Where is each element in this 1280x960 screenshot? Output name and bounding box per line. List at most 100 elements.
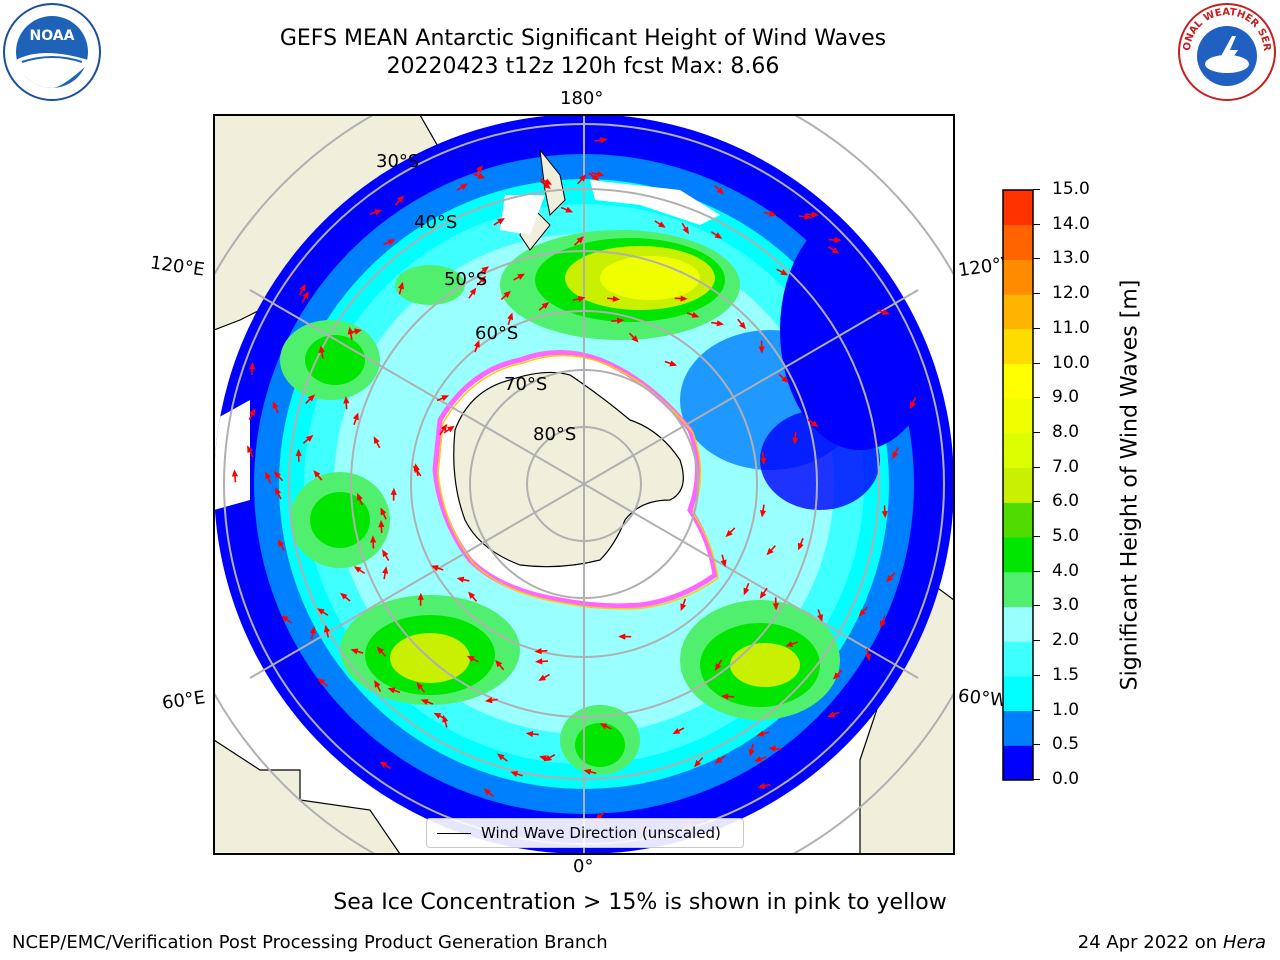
wind-arrow-head bbox=[302, 291, 309, 299]
wind-arrow-head bbox=[865, 653, 872, 662]
wind-arrow-head bbox=[909, 401, 916, 410]
wind-arrow-head bbox=[693, 759, 702, 768]
wind-arrow-head bbox=[768, 745, 776, 752]
wind-arrow-head bbox=[356, 492, 363, 501]
wind-arrow-head bbox=[792, 437, 799, 445]
colorbar-swatch bbox=[1003, 259, 1033, 295]
wind-arrow-head bbox=[442, 714, 449, 723]
wind-arrow-head bbox=[249, 408, 256, 416]
wind-arrow-head bbox=[714, 756, 723, 764]
wind-arrow-head bbox=[827, 711, 835, 718]
wind-arrow-head bbox=[892, 451, 899, 460]
colorbar bbox=[1002, 189, 1034, 781]
lat-label-40s: 40°S bbox=[414, 212, 458, 233]
wind-arrow-head bbox=[756, 730, 765, 737]
colorbar-tick-mark bbox=[1033, 223, 1040, 225]
colorbar-tick-mark bbox=[1033, 293, 1040, 295]
wind-arrow-head bbox=[374, 679, 381, 688]
wind-arrow-head bbox=[599, 723, 608, 730]
wind-arrow-head bbox=[265, 471, 272, 480]
wind-arrow-head bbox=[680, 295, 688, 302]
wind-arrow-head bbox=[543, 754, 552, 762]
wind-arrow-head bbox=[596, 171, 605, 178]
colorbar-tick-mark bbox=[1033, 501, 1040, 503]
colorbar-swatch bbox=[1003, 745, 1033, 781]
colorbar-tick-mark bbox=[1033, 536, 1040, 538]
colorbar-tick-mark bbox=[1033, 189, 1040, 190]
wind-arrow-head bbox=[273, 471, 281, 479]
wind-arrow-head bbox=[313, 470, 321, 478]
wind-arrow-head bbox=[382, 566, 389, 574]
colorbar-tick-mark bbox=[1033, 397, 1040, 399]
colorbar-swatch bbox=[1003, 190, 1033, 226]
wind-arrow-head bbox=[748, 748, 755, 757]
colorbar-swatch bbox=[1003, 641, 1033, 677]
wind-arrow-head bbox=[881, 510, 888, 519]
wind-arrow-head bbox=[612, 295, 621, 302]
wind-arrow-head bbox=[780, 269, 789, 276]
colorbar-swatch bbox=[1003, 294, 1033, 330]
colorbar-tick-label: 12.0 bbox=[1052, 283, 1090, 304]
wind-arrow-head bbox=[476, 165, 483, 173]
colorbar-tick-label: 13.0 bbox=[1052, 248, 1090, 269]
wind-arrow-head bbox=[720, 559, 727, 568]
wind-arrow-head bbox=[477, 172, 486, 179]
wind-arrow-head bbox=[797, 542, 804, 551]
wind-arrow-head bbox=[759, 509, 767, 518]
wind-arrow-head bbox=[339, 592, 348, 600]
colorbar-tick-label: 7.0 bbox=[1052, 456, 1080, 477]
wind-arrow-head bbox=[691, 311, 700, 318]
wind-arrow-head bbox=[387, 239, 396, 246]
wind-arrow-head bbox=[879, 620, 886, 629]
wind-arrow-head bbox=[280, 615, 289, 623]
wind-arrow-head bbox=[583, 768, 592, 775]
wind-arrow-head bbox=[535, 658, 543, 665]
colorbar-tick-label: 2.0 bbox=[1052, 630, 1080, 651]
wind-arrow-head bbox=[350, 648, 359, 655]
colorbar-label: Significant Height of Wind Waves [m] bbox=[1117, 279, 1143, 691]
colorbar-tick-label: 1.5 bbox=[1052, 664, 1080, 685]
wind-arrow-head bbox=[398, 281, 404, 290]
wind-arrow-head bbox=[882, 309, 890, 316]
wind-arrow-head bbox=[758, 346, 765, 354]
wind-arrow-head bbox=[379, 761, 388, 768]
wind-arrow-head bbox=[305, 434, 314, 442]
wind-arrow-head bbox=[858, 609, 866, 617]
colorbar-tick-label: 14.0 bbox=[1052, 213, 1090, 234]
wind-arrow-head bbox=[481, 266, 490, 274]
lat-label-30s: 30°S bbox=[376, 151, 420, 172]
colorbar-swatch bbox=[1003, 363, 1033, 399]
colorbar-tick-label: 6.0 bbox=[1052, 491, 1080, 512]
colorbar-swatch bbox=[1003, 710, 1033, 746]
colorbar-swatch bbox=[1003, 502, 1033, 538]
colorbar-swatch bbox=[1003, 606, 1033, 642]
wind-arrow-head bbox=[387, 687, 396, 694]
wind-arrow-head bbox=[495, 659, 503, 668]
wind-arrow-head bbox=[543, 182, 551, 189]
wind-arrow-head bbox=[600, 137, 608, 144]
wind-arrow-head bbox=[768, 210, 777, 217]
wind-arrow-head bbox=[781, 375, 789, 383]
colorbar-tick-mark bbox=[1033, 709, 1040, 711]
colorbar-tick-label: 15.0 bbox=[1052, 179, 1090, 199]
wind-arrow-head bbox=[478, 275, 487, 284]
lat-label-70s: 70°S bbox=[504, 374, 548, 395]
africa-landmass bbox=[214, 739, 401, 854]
wind-arrow-head bbox=[714, 232, 723, 239]
colorbar-swatch bbox=[1003, 224, 1033, 260]
wind-arrow-head bbox=[766, 547, 774, 556]
wind-arrow-head bbox=[503, 290, 511, 298]
wind-arrow-head bbox=[317, 608, 325, 615]
wind-arrow-head bbox=[760, 457, 767, 466]
machine-name: Hera bbox=[1222, 932, 1266, 953]
wind-arrow-head bbox=[417, 592, 424, 600]
wind-arrow-head bbox=[716, 187, 724, 195]
wind-arrow-head bbox=[682, 226, 689, 235]
wind-arrow-head bbox=[725, 529, 733, 538]
colorbar-tick-label: 9.0 bbox=[1052, 387, 1080, 408]
wind-arrow-head bbox=[757, 782, 766, 789]
colorbar-tick-label: 10.0 bbox=[1052, 352, 1090, 373]
wind-arrow-head bbox=[440, 423, 448, 432]
wind-arrow-head bbox=[811, 211, 819, 218]
